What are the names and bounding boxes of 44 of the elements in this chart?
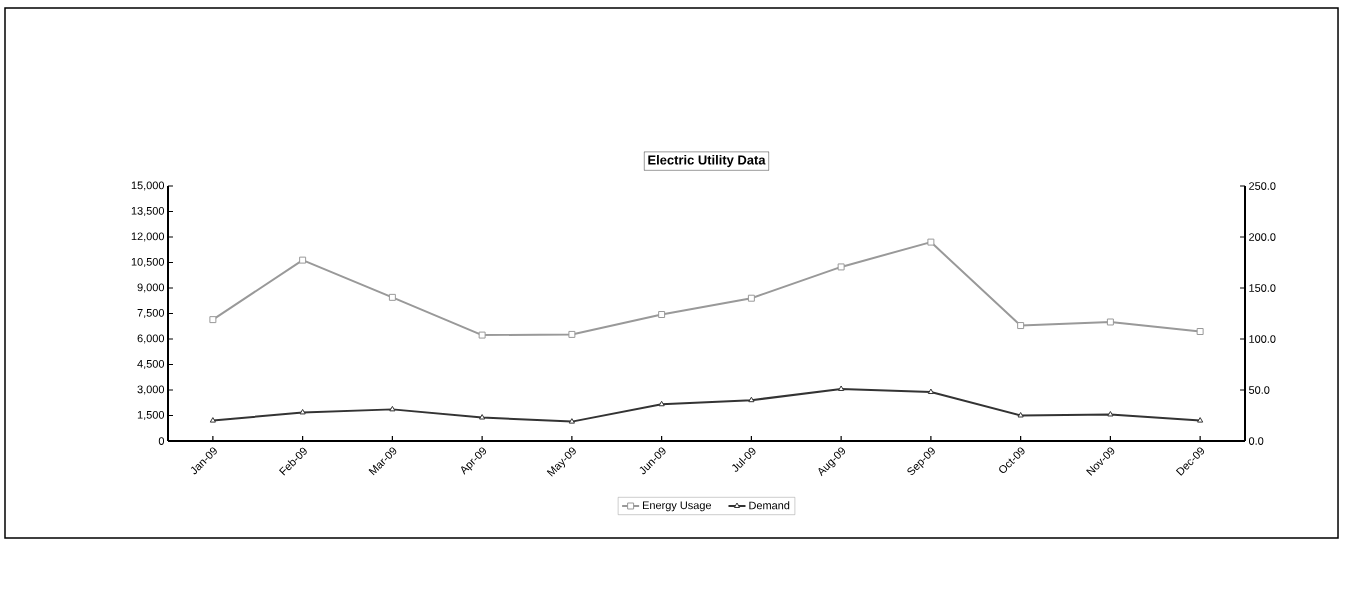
point	[479, 414, 486, 420]
y-tick-label: 9,000	[137, 283, 165, 293]
y2-tick-label: 100.0	[1249, 335, 1276, 343]
chart-title: Electric Utility Data	[648, 155, 766, 168]
y2-tick-label: 50.0	[1248, 386, 1270, 394]
point	[478, 331, 486, 339]
point	[837, 263, 845, 271]
point	[747, 294, 755, 302]
point	[838, 385, 845, 391]
y-tick-label: 15,000	[131, 181, 165, 191]
point	[1017, 412, 1024, 418]
point	[209, 316, 217, 324]
point	[1106, 318, 1114, 326]
y2-tick-label: 250.0	[1249, 182, 1276, 190]
y-tick-label: 3,000	[137, 385, 165, 395]
point	[1196, 328, 1204, 336]
point	[299, 256, 307, 264]
y2-tick-label: 200.0	[1249, 233, 1276, 241]
point	[1017, 322, 1025, 330]
y-tick-label: 1,500	[137, 410, 165, 421]
point	[748, 396, 755, 403]
point	[389, 405, 396, 412]
point	[568, 330, 576, 338]
y-tick-label: 10,500	[131, 257, 165, 268]
point	[299, 408, 306, 415]
legend-label: Demand	[749, 501, 790, 510]
point	[658, 311, 666, 319]
y-tick-label: 7,500	[137, 308, 165, 319]
point	[927, 388, 934, 395]
y2-tick-label: 0.0	[1248, 437, 1264, 445]
y-tick-label: 13,500	[131, 206, 165, 217]
point	[1197, 417, 1204, 423]
y2-tick-label: 150.0	[1249, 284, 1276, 292]
y-tick-label: 6,000	[137, 334, 165, 344]
point	[388, 293, 396, 301]
point	[1107, 410, 1114, 417]
legend-label: Energy Usage	[643, 501, 712, 512]
y-tick-label: 4,500	[137, 359, 165, 370]
point	[568, 418, 575, 424]
point	[209, 417, 216, 423]
y-tick-label: 0	[158, 437, 165, 445]
y-tick-label: 12,000	[131, 232, 165, 242]
point	[927, 238, 935, 246]
point	[658, 400, 665, 407]
